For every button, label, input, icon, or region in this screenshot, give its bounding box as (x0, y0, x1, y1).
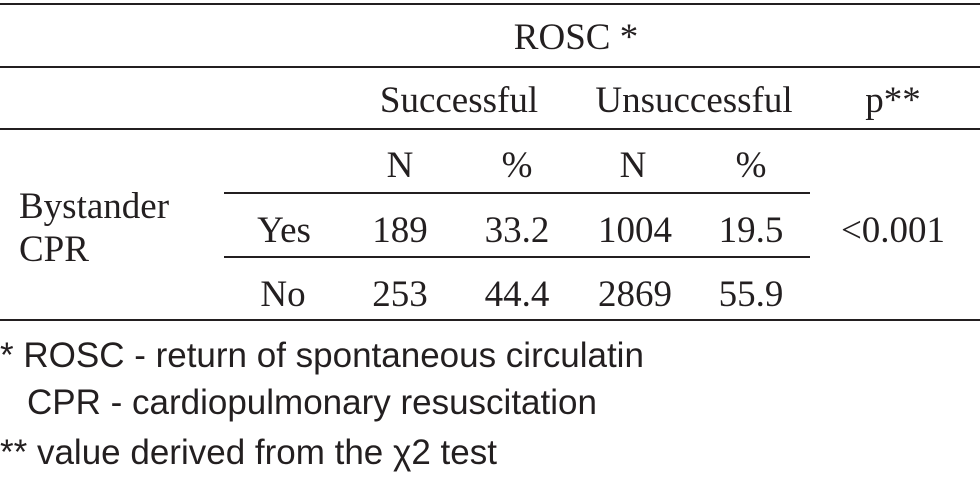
yes-row-top-rule (224, 192, 810, 194)
successful-percent-header: % (501, 145, 533, 186)
no-unsuccessful-n: 2869 (598, 274, 672, 315)
no-successful-percent: 44.4 (484, 274, 550, 315)
yes-unsuccessful-percent: 19.5 (718, 210, 784, 251)
top-rule (0, 3, 980, 5)
unsuccessful-percent-header: % (735, 145, 767, 186)
footnote-chi-square: ** value derived from the χ2 test (0, 433, 497, 472)
row-group-label-line2: CPR (19, 229, 89, 270)
yes-unsuccessful-n: 1004 (598, 210, 672, 251)
spanner-rule (0, 66, 980, 68)
yes-successful-percent: 33.2 (484, 210, 550, 251)
row-group-label: Bystander CPR (19, 185, 169, 271)
bottom-rule (0, 319, 980, 321)
p-value: <0.001 (840, 210, 946, 251)
yes-successful-n: 189 (372, 210, 428, 251)
no-row-top-rule (224, 256, 810, 258)
row-label-no: No (260, 274, 306, 315)
footnote-rosc: * ROSC - return of spontaneous circulati… (0, 336, 644, 375)
unsuccessful-header: Unsuccessful (595, 80, 793, 121)
row-group-label-line1: Bystander (19, 186, 170, 227)
rosc-spanner-header: ROSC * (513, 17, 639, 58)
no-successful-n: 253 (372, 274, 428, 315)
unsuccessful-n-header: N (619, 145, 647, 186)
footnote-cpr: CPR - cardiopulmonary resuscitation (27, 383, 597, 422)
successful-n-header: N (386, 145, 414, 186)
no-unsuccessful-percent: 55.9 (718, 274, 784, 315)
successful-header: Successful (379, 80, 539, 121)
results-table: ROSC * Successful Unsuccessful p** N % N… (0, 3, 980, 321)
header-rule (0, 128, 980, 130)
row-label-yes: Yes (257, 210, 311, 251)
p-value-header: p** (865, 80, 921, 121)
